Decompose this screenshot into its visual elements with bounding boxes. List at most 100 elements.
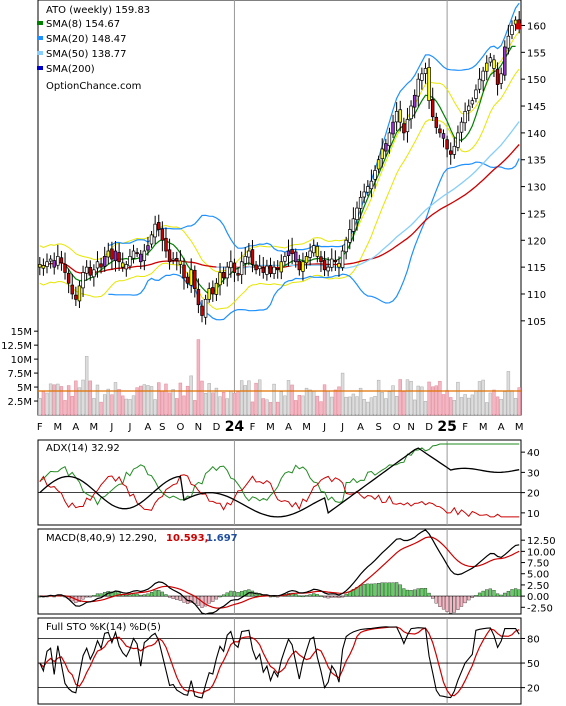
volume-bar <box>185 385 190 416</box>
volume-bar <box>398 379 402 416</box>
volume-bar <box>279 391 283 416</box>
macd-histogram-bar <box>243 590 247 597</box>
macd-value: 10.593, <box>166 533 208 544</box>
volume-bar <box>430 386 435 416</box>
x-axis-label: A <box>357 422 364 433</box>
price-tick-label: 115 <box>527 263 546 274</box>
volume-bar <box>441 394 446 416</box>
volume-bar <box>203 392 208 416</box>
candle-body <box>312 245 316 254</box>
x-axis-label: A <box>145 422 152 433</box>
volume-bar <box>84 356 89 416</box>
volume-bar <box>463 394 467 416</box>
candle-body <box>214 282 219 295</box>
volume-bar <box>207 383 211 416</box>
macd-histogram-bar <box>398 584 402 597</box>
volume-bar <box>470 394 475 416</box>
macd-histogram-bar <box>149 592 154 597</box>
volume-bar <box>77 387 82 416</box>
macd-histogram-bar <box>413 589 417 597</box>
volume-bar <box>322 384 327 416</box>
macd-line <box>39 529 520 615</box>
volume-tick-label: 7.5M <box>7 369 32 380</box>
macd-histogram-bar <box>452 595 456 613</box>
macd-histogram-bar <box>240 591 244 597</box>
volume-bar <box>200 380 204 416</box>
adx-plus-di-line <box>39 443 520 506</box>
price-tick-label: 160 <box>527 21 546 32</box>
volume-bar <box>416 385 420 416</box>
volume-bar <box>99 401 103 416</box>
macd-histogram-bar <box>387 582 392 597</box>
macd-histogram-bar <box>315 594 319 597</box>
macd-histogram-bar <box>449 595 453 614</box>
candle-body <box>236 273 240 276</box>
volume-bar <box>340 372 345 416</box>
volume-bar <box>391 385 395 416</box>
volume-bar <box>376 379 381 416</box>
volume-bar <box>236 391 240 416</box>
volume-bar <box>319 401 323 416</box>
legend-sma20: SMA(20) 148.47 <box>46 34 127 45</box>
volume-bar <box>380 392 384 416</box>
candle-body <box>510 25 514 35</box>
macd-histogram-bar <box>153 590 157 597</box>
volume-bar <box>312 391 316 416</box>
macd-histogram-bar <box>322 595 327 598</box>
volume-tick-label: 2.5M <box>7 397 32 408</box>
volume-bar <box>499 398 503 416</box>
candle-body <box>193 269 197 289</box>
candle-body <box>492 59 496 69</box>
candle-body <box>225 266 229 279</box>
candle-body <box>330 258 334 268</box>
candle-body <box>286 250 291 257</box>
candle-body <box>247 250 251 258</box>
volume-bar <box>308 389 312 416</box>
volume-bar <box>214 387 219 416</box>
x-axis-label: M <box>515 422 524 433</box>
x-axis-label: M <box>90 422 99 433</box>
macd-histogram-bar <box>402 588 406 597</box>
candle-body <box>290 249 294 255</box>
volume-bar <box>517 387 521 416</box>
volume-bar <box>355 396 359 416</box>
macd-histogram-bar <box>405 589 410 597</box>
volume-bar <box>110 394 114 416</box>
x-axis-label: N <box>407 422 414 433</box>
candle-body <box>149 234 154 245</box>
price-tick-label: 140 <box>527 129 546 140</box>
macd-histogram-bar <box>225 592 229 597</box>
candle-body <box>38 264 42 268</box>
volume-bar <box>326 390 330 416</box>
candle-body <box>265 265 269 275</box>
candle-body <box>171 258 175 261</box>
x-axis-label: M <box>54 422 63 433</box>
macd-histogram-bar <box>456 595 460 610</box>
x-axis-label: S <box>159 422 165 433</box>
volume-bar <box>63 400 67 416</box>
candle-body <box>110 248 114 260</box>
candle-body <box>420 73 424 81</box>
candle-body <box>48 258 53 262</box>
volume-bar <box>131 395 136 416</box>
macd-histogram-bar <box>373 583 377 597</box>
volume-bar <box>366 401 370 416</box>
candle-body <box>218 272 222 286</box>
candle-body <box>200 305 204 316</box>
x-axis-label: M <box>266 422 275 433</box>
adx-minus-di-line <box>39 474 520 518</box>
volume-bar <box>128 399 132 416</box>
candle-body <box>74 294 78 300</box>
candle-body <box>92 269 96 278</box>
candle-body <box>358 196 363 209</box>
volume-bar <box>337 386 341 416</box>
volume-tick-label: 10M <box>11 355 32 366</box>
price-tick-label: 110 <box>527 290 546 301</box>
volume-bar <box>250 401 255 416</box>
volume-bar <box>211 392 215 416</box>
volume-bar <box>124 398 129 416</box>
volume-bar <box>268 402 273 416</box>
volume-bar <box>157 382 161 416</box>
macd-histogram-bar <box>88 595 92 598</box>
candle-body <box>301 261 305 272</box>
